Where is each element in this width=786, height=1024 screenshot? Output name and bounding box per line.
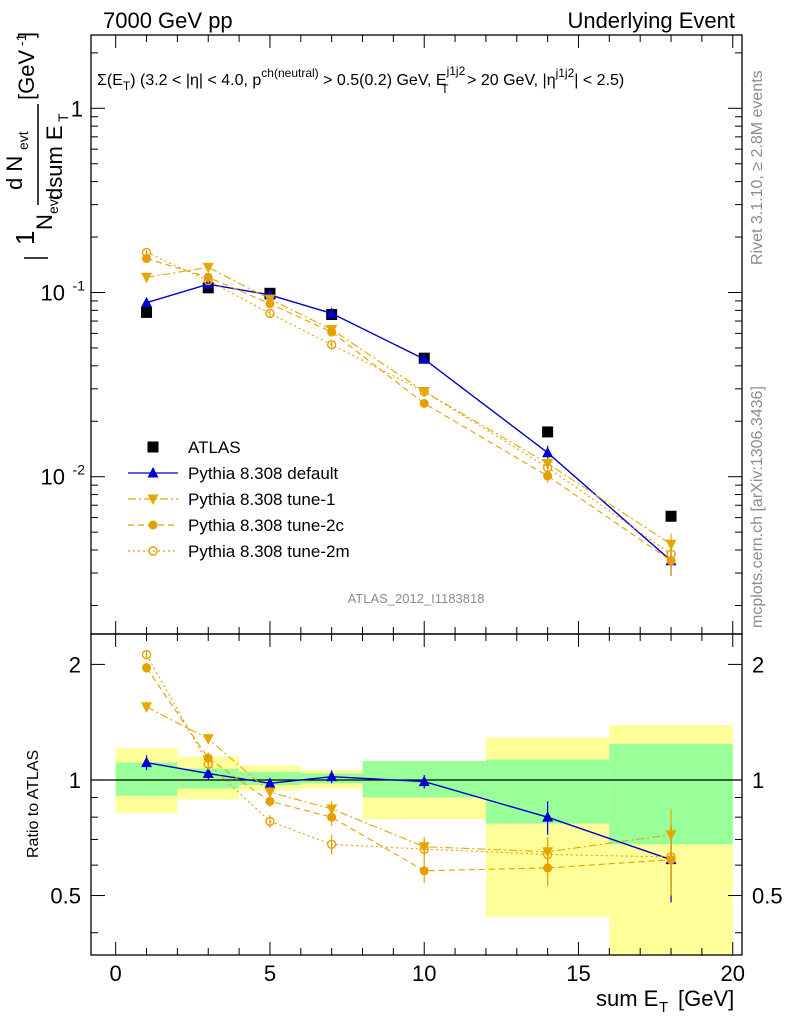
ratio-frame — [90, 633, 743, 956]
x-tick-label: 0 — [110, 961, 122, 986]
ratio-series-3-point — [419, 844, 429, 854]
main-series-2-point — [141, 272, 153, 284]
svg-text:evt: evt — [45, 195, 61, 214]
main-series-4-point — [203, 275, 213, 286]
ratio-series-0-point — [418, 775, 430, 787]
ratio-series-0 — [141, 755, 677, 903]
legend-marker — [147, 441, 159, 453]
mcplots-label: mcplots.cern.ch [arXiv:1306.3436] — [749, 386, 766, 628]
svg-text:Σ(ET) (3.2 < |η| < 4.0, pch(ne: Σ(ET) (3.2 < |η| < 4.0, pch(neutral) > 0… — [97, 64, 624, 96]
svg-text:d N: d N — [2, 156, 27, 190]
legend-label: Pythia 8.308 default — [188, 464, 339, 483]
header-right-text: Underlying Event — [567, 8, 735, 33]
svg-text:sum E: sum E — [596, 986, 658, 1011]
legend: ATLAS Pythia 8.308 default Pythia 8.308 tu… — [128, 438, 350, 561]
ratio-series-0-point — [326, 770, 338, 782]
ratio-series-1-point — [141, 702, 153, 713]
main-series-3-point — [543, 471, 553, 481]
ratio-series-0-point — [141, 756, 153, 768]
x-tick-label: 20 — [721, 961, 745, 986]
main-series-3-point — [265, 299, 275, 309]
ratio-series-1-point — [202, 734, 214, 745]
svg-text:T: T — [55, 113, 71, 122]
main-series-3-point — [419, 398, 429, 408]
ratio-series-3-point — [542, 849, 553, 860]
svg-text:[GeV: [GeV — [14, 50, 39, 100]
x-axis-label: sum E T [GeV] — [596, 986, 734, 1016]
ratio-y-tick-label: 2 — [69, 652, 81, 677]
main-y-tick-exponent: -1 — [73, 278, 86, 294]
svg-text:[GeV]: [GeV] — [678, 986, 734, 1011]
main-series-4 — [141, 247, 676, 568]
analysis-watermark: ATLAS_2012_I1183818 — [348, 591, 485, 606]
main-y-tick-label: 10 — [41, 281, 65, 306]
rivet-label: Rivet 3.1.10, ≥ 2.8M events — [749, 70, 766, 265]
legend-marker — [148, 546, 158, 556]
legend-label: Pythia 8.308 tune-2m — [188, 542, 350, 561]
svg-text:N: N — [32, 214, 57, 230]
legend-label: ATLAS — [188, 438, 241, 457]
svg-text:evt: evt — [15, 131, 31, 150]
main-series-0-point — [141, 306, 153, 318]
main-series-4-point — [542, 462, 553, 473]
main-series-1-point — [141, 296, 153, 308]
ratio-series-3-point — [265, 816, 275, 827]
main-series-4-point — [666, 549, 676, 559]
main-series-0-point — [665, 510, 677, 522]
main-series-4-point — [265, 308, 275, 319]
condition-label: Σ(ET) (3.2 < |η| < 4.0, pch(neutral) > 0… — [97, 64, 624, 96]
ratio-series-2-point — [327, 812, 337, 822]
main-series-0 — [141, 282, 677, 522]
svg-text:1: 1 — [10, 231, 40, 245]
main-series-2 — [141, 262, 677, 557]
x-tick-label: 5 — [264, 961, 276, 986]
ratio-series-0-point — [264, 777, 276, 788]
legend-marker — [147, 494, 159, 505]
header-left-text: 7000 GeV pp — [103, 8, 233, 33]
svg-text:dsum E: dsum E — [42, 125, 67, 200]
main-panel: 10 -2 10 -1 1 — [41, 34, 743, 635]
x-tick-label: 10 — [412, 961, 436, 986]
legend-marker — [148, 520, 158, 530]
ratio-y-tick-label-right: 0.5 — [752, 884, 783, 909]
svg-text:]: ] — [14, 32, 39, 38]
ratio-series-3-point — [666, 852, 676, 862]
ratio-y-tick-label-right: 1 — [752, 768, 764, 793]
ratio-series-3-point — [141, 649, 152, 660]
main-y-tick-label: 1 — [71, 96, 83, 121]
main-y-tick-exponent: -2 — [73, 462, 86, 478]
svg-text:-1: -1 — [13, 33, 29, 46]
main-series-3-point — [327, 327, 337, 337]
main-series-4-point — [141, 247, 152, 258]
ratio-series-3-point — [203, 759, 213, 769]
legend-label: Pythia 8.308 tune-2c — [188, 516, 344, 535]
main-y-axis-label: 1 N evt d N evt dsum E T [GeV -1 ] — [2, 32, 71, 259]
ratio-series-2-point — [142, 663, 152, 673]
ratio-series-2-point — [419, 866, 429, 876]
ratio-series-2-point — [265, 796, 275, 806]
ratio-series-1-point — [264, 787, 276, 799]
ratio-series-3 — [141, 649, 676, 893]
main-series-2-point — [202, 262, 214, 274]
ratio-series-0-point — [202, 767, 214, 778]
main-series-4-point — [326, 340, 337, 350]
main-series-0-point — [542, 426, 554, 438]
main-series-1-point — [326, 307, 338, 318]
ratio-y-tick-label: 1 — [69, 768, 81, 793]
ratio-y-tick-label-right: 2 — [752, 652, 764, 677]
ratio-series-3-point — [326, 839, 337, 849]
legend-marker — [147, 467, 159, 478]
main-series-1-point — [418, 353, 430, 364]
legend-label: Pythia 8.308 tune-1 — [188, 490, 335, 509]
main-y-tick-label: 10 — [41, 465, 65, 490]
main-series-1-point — [542, 446, 554, 458]
ratio-panel: 0 5 10 15 20 0.5 0.5 1 1 2 2 — [50, 633, 783, 986]
ratio-y-tick-label: 0.5 — [50, 884, 81, 909]
ratio-series-0-point — [542, 811, 554, 822]
svg-text:T: T — [659, 999, 668, 1016]
ratio-y-axis-label: Ratio to ATLAS — [25, 750, 42, 858]
main-series-4-point — [419, 386, 429, 397]
x-tick-label: 15 — [566, 961, 590, 986]
